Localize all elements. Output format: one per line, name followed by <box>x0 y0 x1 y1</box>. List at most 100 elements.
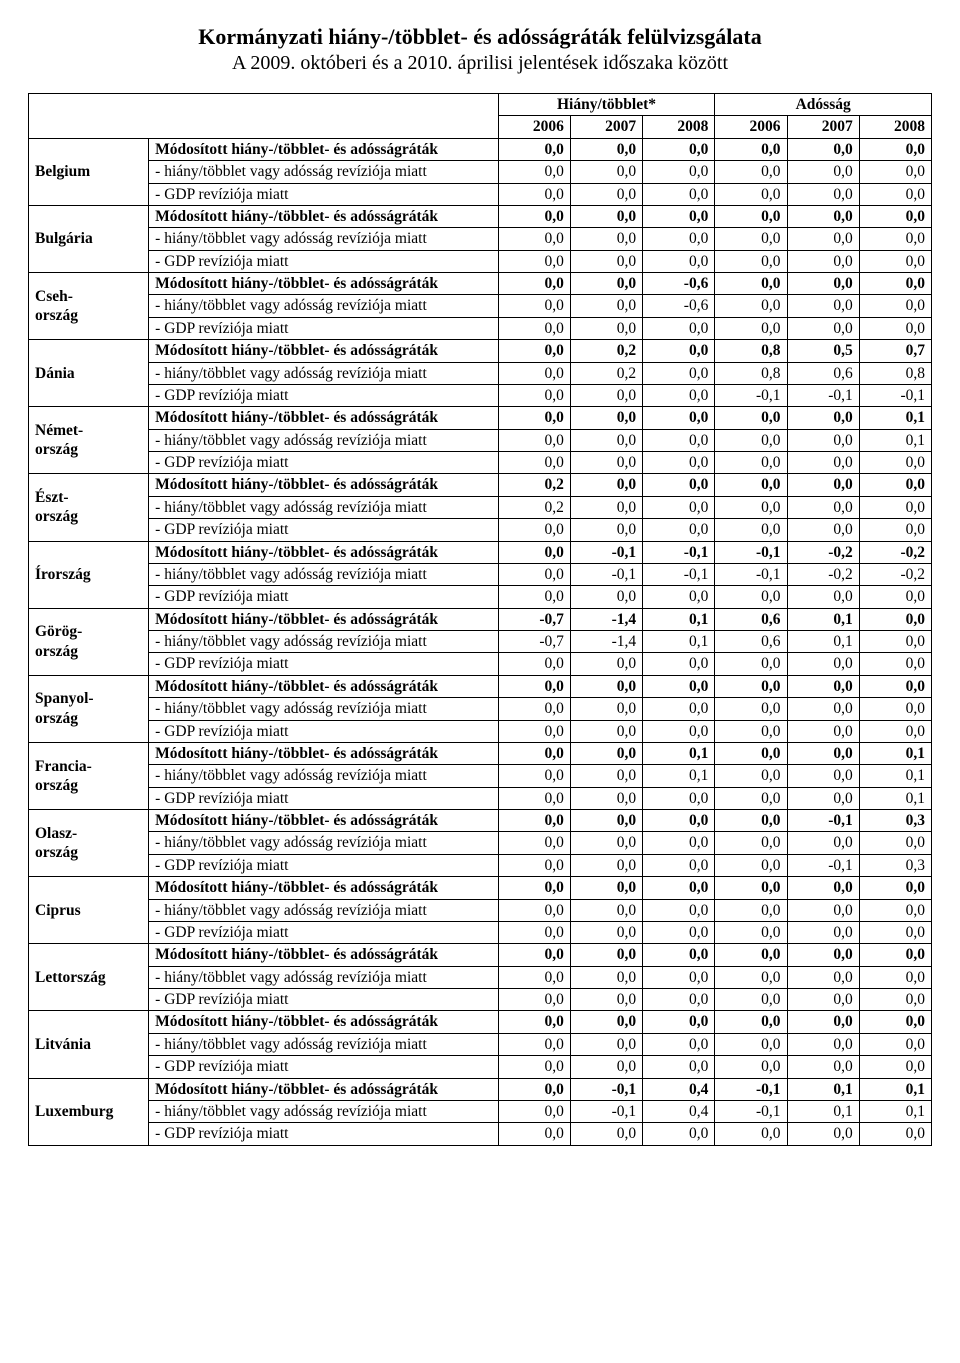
value-cell: 0,0 <box>859 877 931 899</box>
value-cell: 0,0 <box>715 474 787 496</box>
value-cell: 0,0 <box>570 228 642 250</box>
value-cell: 0,0 <box>643 944 715 966</box>
value-cell: -0,1 <box>787 384 859 406</box>
table-row: Görög-országMódosított hiány-/többlet- é… <box>29 608 932 630</box>
value-cell: 0,0 <box>787 944 859 966</box>
table-header: Hiány/többlet* Adósság 2006 2007 2008 20… <box>29 94 932 139</box>
table-row: - GDP revíziója miatt0,00,00,00,00,00,1 <box>29 787 932 809</box>
value-cell: 0,0 <box>787 161 859 183</box>
value-cell: 0,0 <box>498 228 570 250</box>
table-row: - hiány/többlet vagy adósság revíziója m… <box>29 698 932 720</box>
value-cell: 0,1 <box>859 429 931 451</box>
value-cell: 0,0 <box>787 698 859 720</box>
table-row: LuxemburgMódosított hiány-/többlet- és a… <box>29 1078 932 1100</box>
value-cell: 0,0 <box>498 877 570 899</box>
value-cell: 0,0 <box>787 1056 859 1078</box>
header-year: 2006 <box>715 116 787 138</box>
value-cell: -0,2 <box>787 563 859 585</box>
value-cell: 0,0 <box>715 250 787 272</box>
value-cell: 0,0 <box>859 586 931 608</box>
value-cell: -0,1 <box>570 541 642 563</box>
value-cell: 0,0 <box>859 183 931 205</box>
value-cell: 0,0 <box>498 183 570 205</box>
table-row: Észt-országMódosított hiány-/többlet- és… <box>29 474 932 496</box>
value-cell: 0,0 <box>859 720 931 742</box>
table-row: Spanyol-országMódosított hiány-/többlet-… <box>29 675 932 697</box>
table-row: - GDP revíziója miatt0,00,00,00,00,00,0 <box>29 1056 932 1078</box>
header-group-deficit: Hiány/többlet* <box>498 94 715 116</box>
value-cell: 0,0 <box>498 787 570 809</box>
value-cell: 0,0 <box>570 877 642 899</box>
value-cell: 0,0 <box>715 228 787 250</box>
value-cell: 0,0 <box>859 832 931 854</box>
value-cell: -1,4 <box>570 608 642 630</box>
value-cell: 0,0 <box>498 899 570 921</box>
value-cell: 0,0 <box>715 921 787 943</box>
table-row: - hiány/többlet vagy adósság revíziója m… <box>29 496 932 518</box>
value-cell: 0,0 <box>859 653 931 675</box>
row-label-gdp: - GDP revíziója miatt <box>149 519 499 541</box>
value-cell: -0,1 <box>570 563 642 585</box>
value-cell: 0,0 <box>715 317 787 339</box>
value-cell: -0,1 <box>715 541 787 563</box>
value-cell: 0,0 <box>715 854 787 876</box>
table-row: - GDP revíziója miatt0,00,00,00,00,00,0 <box>29 452 932 474</box>
row-label-gdp: - GDP revíziója miatt <box>149 250 499 272</box>
value-cell: 0,0 <box>715 586 787 608</box>
value-cell: 0,0 <box>787 653 859 675</box>
value-cell: 0,0 <box>859 1056 931 1078</box>
page-title: Kormányzati hiány-/többlet- és adósságrá… <box>28 24 932 50</box>
row-label-gdp: - GDP revíziója miatt <box>149 720 499 742</box>
value-cell: 0,0 <box>498 675 570 697</box>
value-cell: -0,7 <box>498 631 570 653</box>
value-cell: 0,1 <box>787 1100 859 1122</box>
value-cell: 0,1 <box>643 631 715 653</box>
value-cell: 0,0 <box>498 138 570 160</box>
value-cell: 0,0 <box>570 250 642 272</box>
value-cell: 0,0 <box>643 362 715 384</box>
value-cell: 0,0 <box>570 474 642 496</box>
data-table: Hiány/többlet* Adósság 2006 2007 2008 20… <box>28 93 932 1146</box>
value-cell: 0,8 <box>715 362 787 384</box>
row-label-mod: Módosított hiány-/többlet- és adósságrát… <box>149 810 499 832</box>
table-row: - hiány/többlet vagy adósság revíziója m… <box>29 228 932 250</box>
value-cell: 0,0 <box>715 407 787 429</box>
value-cell: 0,0 <box>498 698 570 720</box>
row-label-gdp: - GDP revíziója miatt <box>149 653 499 675</box>
table-row: - hiány/többlet vagy adósság revíziója m… <box>29 966 932 988</box>
value-cell: -0,1 <box>570 1100 642 1122</box>
value-cell: 0,5 <box>787 340 859 362</box>
value-cell: 0,0 <box>498 1056 570 1078</box>
value-cell: 0,0 <box>498 407 570 429</box>
value-cell: 0,0 <box>715 989 787 1011</box>
value-cell: 0,0 <box>498 1123 570 1145</box>
value-cell: 0,0 <box>643 452 715 474</box>
country-cell: Olasz-ország <box>29 810 149 877</box>
row-label-rev: - hiány/többlet vagy adósság revíziója m… <box>149 1100 499 1122</box>
value-cell: 0,0 <box>787 765 859 787</box>
value-cell: 0,0 <box>859 496 931 518</box>
header-year: 2007 <box>787 116 859 138</box>
value-cell: 0,0 <box>643 899 715 921</box>
value-cell: 0,0 <box>859 161 931 183</box>
table-row: Német-országMódosított hiány-/többlet- é… <box>29 407 932 429</box>
value-cell: 0,2 <box>498 496 570 518</box>
value-cell: 0,0 <box>643 989 715 1011</box>
value-cell: 0,0 <box>570 1033 642 1055</box>
value-cell: 0,0 <box>643 1011 715 1033</box>
value-cell: 0,0 <box>859 675 931 697</box>
row-label-gdp: - GDP revíziója miatt <box>149 1056 499 1078</box>
row-label-gdp: - GDP revíziója miatt <box>149 384 499 406</box>
value-cell: 0,0 <box>787 675 859 697</box>
value-cell: 0,0 <box>787 407 859 429</box>
table-row: - GDP revíziója miatt0,00,00,00,00,00,0 <box>29 989 932 1011</box>
value-cell: 0,6 <box>787 362 859 384</box>
value-cell: 0,0 <box>498 742 570 764</box>
value-cell: -0,2 <box>859 541 931 563</box>
row-label-mod: Módosított hiány-/többlet- és adósságrát… <box>149 742 499 764</box>
table-row: CiprusMódosított hiány-/többlet- és adós… <box>29 877 932 899</box>
value-cell: 0,0 <box>787 877 859 899</box>
row-label-mod: Módosított hiány-/többlet- és adósságrát… <box>149 1078 499 1100</box>
row-label-gdp: - GDP revíziója miatt <box>149 317 499 339</box>
value-cell: 0,0 <box>715 138 787 160</box>
